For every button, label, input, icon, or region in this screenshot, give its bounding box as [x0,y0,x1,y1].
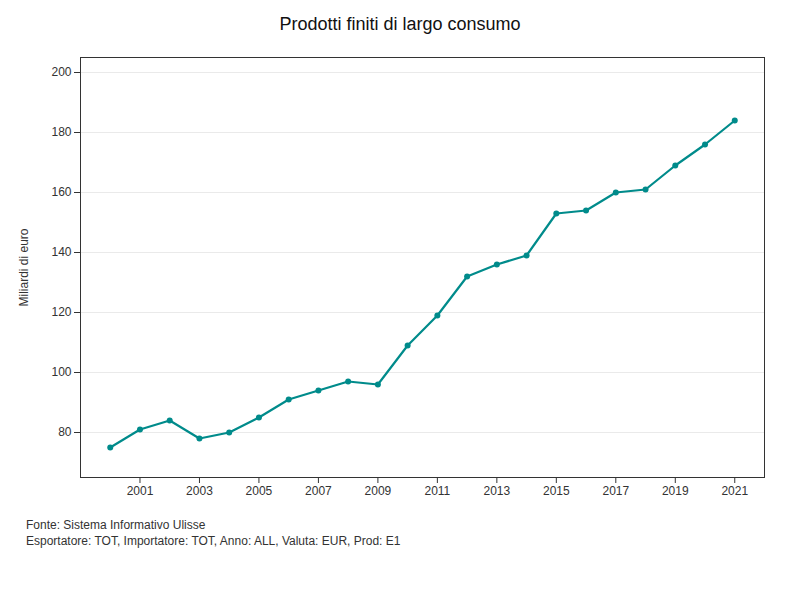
svg-text:140: 140 [51,245,71,259]
svg-text:2011: 2011 [424,484,450,498]
svg-text:200: 200 [51,65,71,79]
svg-text:100: 100 [51,365,71,379]
svg-text:2013: 2013 [483,484,510,498]
svg-text:160: 160 [51,185,71,199]
html-text:Prodotti finiti di largo consu: Prodotti finiti di largo consumo [279,14,521,34]
svg-text:2009: 2009 [365,484,392,498]
svg-text:80: 80 [58,425,72,439]
svg-text:2007: 2007 [305,484,332,498]
svg-text:Miliardi di euro: Miliardi di euro [17,228,31,306]
svg-text:2005: 2005 [246,484,273,498]
svg-text:2021: 2021 [721,484,748,498]
svg-text:180: 180 [51,125,71,139]
svg-text:2015: 2015 [543,484,570,498]
html-text:Esportatore: TOT, Importatore:: Esportatore: TOT, Importatore: TOT, Anno… [26,534,401,549]
svg-text:2001: 2001 [127,484,154,498]
html-text:Fonte: Sistema Informativo Uli: Fonte: Sistema Informativo Ulisse [26,518,206,532]
svg-text:2019: 2019 [662,484,689,498]
svg-text:2017: 2017 [602,484,629,498]
svg-text:120: 120 [51,305,71,319]
svg-text:2003: 2003 [186,484,213,498]
